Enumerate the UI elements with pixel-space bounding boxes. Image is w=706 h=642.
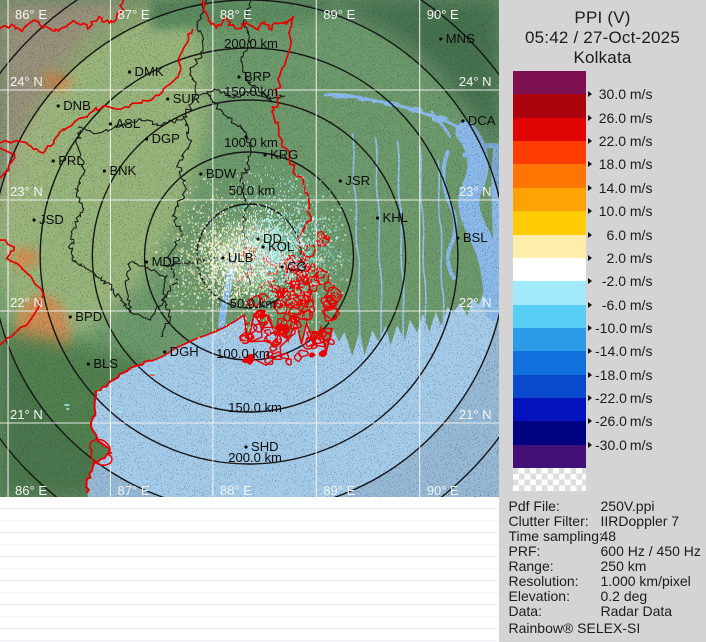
svg-text:100.0 km: 100.0 km (216, 346, 270, 361)
svg-text:150.0 km: 150.0 km (224, 84, 278, 99)
svg-text:87° E: 87° E (117, 7, 149, 22)
svg-text:DGP: DGP (152, 131, 180, 146)
svg-text:BPD: BPD (75, 309, 102, 324)
svg-text:86° E: 86° E (15, 483, 47, 497)
svg-text:100.0 km: 100.0 km (224, 135, 278, 150)
svg-text:CG: CG (287, 259, 307, 274)
svg-text:21° N: 21° N (459, 407, 492, 422)
svg-text:150.0 km: 150.0 km (228, 400, 282, 415)
svg-text:50.0 km: 50.0 km (230, 296, 276, 311)
svg-text:22° N: 22° N (459, 295, 492, 310)
svg-text:DCA: DCA (468, 113, 496, 128)
svg-text:MDP: MDP (152, 254, 181, 269)
svg-text:200.0 km: 200.0 km (228, 450, 282, 465)
svg-text:KOL: KOL (268, 239, 294, 254)
svg-text:BDW: BDW (206, 166, 237, 181)
svg-text:23° N: 23° N (459, 184, 492, 199)
svg-text:22° N: 22° N (10, 295, 43, 310)
svg-text:200.0 km: 200.0 km (224, 36, 278, 51)
svg-text:90° E: 90° E (427, 7, 459, 22)
svg-text:ASL: ASL (115, 116, 140, 131)
svg-text:MNS: MNS (446, 31, 475, 46)
svg-text:JSR: JSR (345, 173, 370, 188)
svg-text:SHD: SHD (251, 439, 279, 454)
svg-text:KRG: KRG (270, 147, 298, 162)
svg-text:BNK: BNK (109, 163, 136, 178)
svg-text:PRL: PRL (58, 153, 83, 168)
svg-text:24° N: 24° N (10, 74, 43, 89)
svg-text:87° E: 87° E (117, 483, 149, 497)
svg-text:24° N: 24° N (459, 74, 492, 89)
svg-text:88° E: 88° E (220, 7, 252, 22)
svg-text:50.0 km: 50.0 km (229, 183, 275, 198)
svg-text:JSD: JSD (39, 212, 64, 227)
svg-text:DD: DD (263, 231, 282, 246)
svg-text:ULB: ULB (228, 250, 253, 265)
svg-text:BRP: BRP (244, 69, 271, 84)
svg-text:SUR: SUR (173, 91, 201, 106)
svg-text:BSL: BSL (463, 230, 488, 245)
svg-text:DNB: DNB (63, 98, 91, 113)
svg-text:DGH: DGH (170, 344, 199, 359)
svg-text:89° E: 89° E (323, 7, 355, 22)
svg-text:BLS: BLS (93, 356, 118, 371)
svg-text:86° E: 86° E (15, 7, 47, 22)
svg-text:90° E: 90° E (427, 483, 459, 497)
svg-text:23° N: 23° N (10, 184, 43, 199)
svg-text:21° N: 21° N (10, 407, 43, 422)
svg-text:89° E: 89° E (323, 483, 355, 497)
svg-text:88° E: 88° E (220, 483, 252, 497)
svg-text:DMK: DMK (135, 64, 164, 79)
svg-text:KHL: KHL (383, 210, 408, 225)
